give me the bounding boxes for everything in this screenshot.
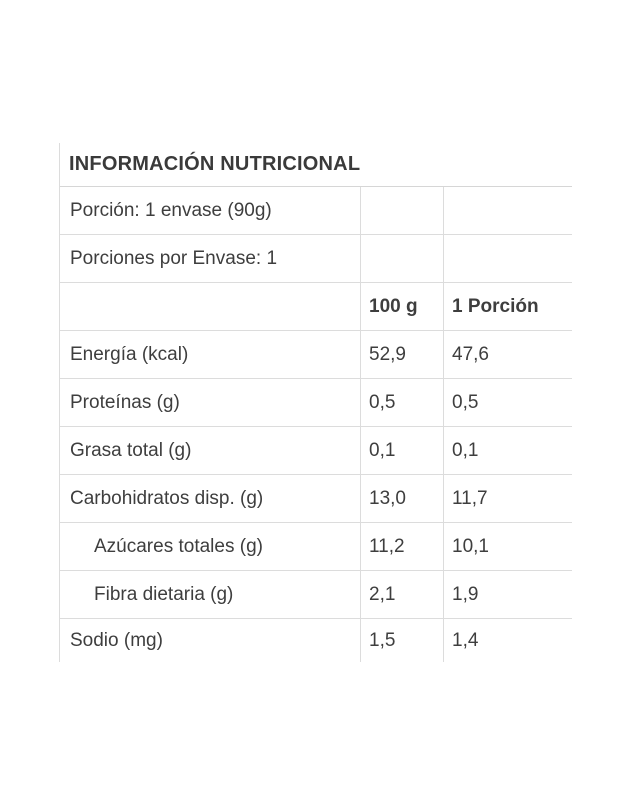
column-header-row: 100 g 1 Porción bbox=[60, 283, 572, 331]
column-header-per-100g: 100 g bbox=[360, 283, 443, 330]
value-per-100g: 2,1 bbox=[360, 571, 443, 618]
table-row-fibra: Fibra dietaria (g) 2,1 1,9 bbox=[60, 571, 572, 619]
nutrient-label: Energía (kcal) bbox=[70, 343, 189, 365]
empty-cell bbox=[60, 283, 360, 330]
nutrition-table: INFORMACIÓN NUTRICIONAL Porción: 1 envas… bbox=[59, 143, 572, 662]
nutrient-label: Carbohidratos disp. (g) bbox=[70, 487, 264, 509]
table-title: INFORMACIÓN NUTRICIONAL bbox=[60, 143, 572, 187]
value-per-100g: 13,0 bbox=[360, 475, 443, 522]
column-header-per-portion: 1 Porción bbox=[443, 283, 572, 330]
empty-cell bbox=[360, 187, 443, 234]
table-row-carbohidratos: Carbohidratos disp. (g) 13,0 11,7 bbox=[60, 475, 572, 523]
table-row-proteinas: Proteínas (g) 0,5 0,5 bbox=[60, 379, 572, 427]
value-per-100g: 52,9 bbox=[360, 331, 443, 378]
empty-cell bbox=[443, 235, 572, 282]
table-row-energia: Energía (kcal) 52,9 47,6 bbox=[60, 331, 572, 379]
table-row-azucares: Azúcares totales (g) 11,2 10,1 bbox=[60, 523, 572, 571]
empty-cell bbox=[360, 235, 443, 282]
value-per-portion: 10,1 bbox=[443, 523, 572, 570]
value-per-100g: 0,5 bbox=[360, 379, 443, 426]
value-per-portion: 1,9 bbox=[443, 571, 572, 618]
portions-per-package-label: Porciones por Envase: 1 bbox=[70, 247, 278, 269]
portion-label: Porción: 1 envase (90g) bbox=[70, 199, 272, 221]
portions-per-package-row: Porciones por Envase: 1 bbox=[60, 235, 572, 283]
value-per-portion: 1,4 bbox=[443, 619, 572, 662]
value-per-100g: 0,1 bbox=[360, 427, 443, 474]
value-per-100g: 11,2 bbox=[360, 523, 443, 570]
value-per-portion: 0,5 bbox=[443, 379, 572, 426]
nutrient-label: Azúcares totales (g) bbox=[94, 535, 263, 557]
table-row-sodio: Sodio (mg) 1,5 1,4 bbox=[60, 619, 572, 662]
nutrient-label: Proteínas (g) bbox=[70, 391, 180, 413]
nutrient-label: Sodio (mg) bbox=[70, 629, 163, 651]
value-per-portion: 0,1 bbox=[443, 427, 572, 474]
portion-row: Porción: 1 envase (90g) bbox=[60, 187, 572, 235]
nutrient-label: Fibra dietaria (g) bbox=[94, 583, 234, 605]
value-per-portion: 47,6 bbox=[443, 331, 572, 378]
nutrient-label: Grasa total (g) bbox=[70, 439, 192, 461]
empty-cell bbox=[443, 187, 572, 234]
value-per-portion: 11,7 bbox=[443, 475, 572, 522]
table-row-grasa-total: Grasa total (g) 0,1 0,1 bbox=[60, 427, 572, 475]
value-per-100g: 1,5 bbox=[360, 619, 443, 662]
